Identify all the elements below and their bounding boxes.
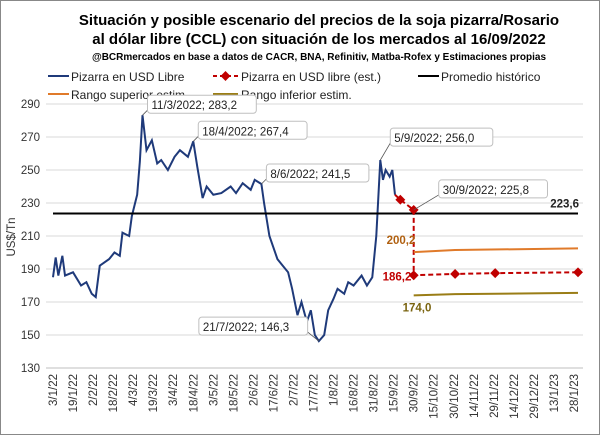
series-marker [395, 194, 406, 205]
x-tick-label: 15/10/22 [429, 374, 441, 419]
legend-marker-diamond [220, 71, 231, 81]
annotation-label: 30/9/2022; 225,8 [443, 185, 529, 197]
annotation-label: 18/4/2022; 267,4 [202, 126, 289, 138]
x-tick-label: 19/3/22 [148, 374, 160, 412]
x-tick-label: 2/7/22 [288, 374, 300, 406]
y-tick-label: 250 [21, 165, 40, 177]
x-tick-label: 17/6/22 [268, 374, 280, 412]
x-tick-label: 1/8/22 [329, 374, 341, 406]
chart-subtitle: @BCRmercados en base a datos de CACR, BN… [92, 52, 547, 63]
legend-label: Rango inferior estim. [241, 88, 352, 102]
x-tick-label: 16/8/22 [349, 374, 361, 412]
x-tick-label: 2/2/22 [88, 374, 100, 406]
annotation-leader [261, 178, 267, 185]
x-tick-label: 3/1/22 [48, 374, 60, 406]
est-value-label: 186,2 [383, 271, 412, 283]
series-marker [408, 270, 419, 281]
annotation-label: 5/9/2022; 256,0 [394, 133, 474, 145]
annotation-leader [379, 142, 391, 161]
legend: Pizarra en USD Libre Pizarra en USD libr… [48, 70, 541, 102]
x-tick-label: 18/5/22 [228, 374, 240, 412]
x-tick-label: 15/9/22 [389, 374, 401, 412]
series-line-3 [413, 247, 579, 254]
series-marker [573, 267, 583, 278]
legend-label: Pizarra en USD libre (est.) [241, 70, 381, 84]
x-tick-label: 29/11/22 [489, 374, 501, 418]
chart-title-line2: al dólar libre (CCL) con situación de lo… [92, 31, 546, 48]
x-tick-label: 29/12/22 [529, 374, 541, 419]
x-tick-label: 30/10/22 [449, 374, 461, 419]
annotation-box [265, 163, 370, 183]
x-tick-label: 14/11/22 [469, 374, 481, 418]
legend-label: Pizarra en USD Libre [71, 70, 185, 84]
annotation-box [147, 94, 257, 114]
x-tick-label: 13/1/23 [549, 374, 561, 412]
annotation-box [198, 316, 309, 336]
annotation-label: 11/3/2022; 283,2 [152, 100, 237, 112]
series-line-0 [52, 115, 396, 343]
y-tick-label: 150 [21, 330, 40, 342]
y-tick-label: 230 [21, 198, 40, 210]
x-tick-label: 30/9/22 [409, 374, 421, 412]
x-tick-label: 19/1/22 [68, 374, 80, 412]
y-axis-label: US$/Tn [6, 218, 18, 257]
x-tick-label: 2/6/22 [248, 374, 260, 406]
series-line-4 [413, 291, 579, 297]
x-tick-label: 4/3/22 [128, 374, 140, 406]
chart-title-line1: Situación y posible escenario del precio… [79, 12, 559, 29]
annotation-box [389, 127, 494, 147]
annotation-box [197, 120, 308, 140]
x-tick-label: 28/1/23 [569, 374, 581, 412]
annotation-leader [413, 194, 439, 211]
x-tick-label: 17/7/22 [309, 374, 321, 412]
annotation-leader [307, 331, 320, 342]
annotation-box [438, 179, 548, 199]
upper-value-label: 200,2 [387, 235, 416, 247]
x-tick-label: 3/5/22 [208, 374, 220, 406]
x-tick-label: 18/2/22 [108, 374, 120, 412]
annotation-label: 21/7/2022; 146,3 [203, 322, 289, 334]
x-tick-label: 18/4/22 [188, 374, 200, 412]
y-tick-label: 170 [21, 297, 40, 309]
series-marker [490, 268, 501, 279]
legend-label: Promedio histórico [441, 70, 541, 84]
avg-value-label: 223,6 [550, 199, 579, 211]
y-tick-label: 210 [21, 231, 40, 243]
y-tick-label: 190 [21, 264, 40, 276]
y-tick-label: 290 [21, 99, 40, 111]
series-marker [450, 269, 461, 279]
annotation-leader [192, 136, 199, 142]
lower-value-label: 174,0 [403, 302, 432, 314]
x-tick-label: 3/4/22 [168, 374, 180, 406]
x-tick-label: 14/12/22 [509, 374, 521, 419]
y-tick-label: 130 [21, 363, 40, 375]
annotation-leader [142, 109, 148, 116]
annotation-label: 8/6/2022; 241,5 [270, 169, 350, 181]
x-tick-label: 31/8/22 [369, 374, 381, 412]
y-tick-label: 270 [21, 132, 40, 144]
